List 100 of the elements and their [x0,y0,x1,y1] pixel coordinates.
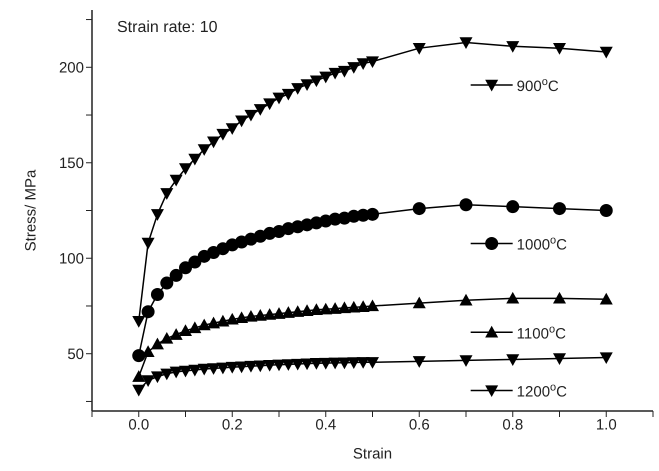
point [170,268,183,282]
point [412,42,426,55]
point [142,238,155,250]
point [188,256,202,269]
point [310,75,323,88]
point [198,364,211,376]
point [226,123,239,135]
point [272,92,286,104]
legend-label: 900$^{o}$C [516,76,559,96]
point [198,318,211,330]
point [328,68,342,80]
point [553,42,566,55]
point [356,357,370,369]
point [291,83,304,95]
point [366,208,379,221]
y-tick-label: 100 [58,250,84,268]
point [254,104,267,116]
point [207,316,220,328]
y-tick-label: 150 [58,155,84,172]
point [300,79,314,91]
x-tick-label: 0.8 [502,416,524,434]
point [366,56,379,68]
point [150,338,164,350]
point [179,163,192,175]
point [412,202,426,216]
point [600,352,613,364]
point [254,309,267,321]
point [460,37,472,49]
x-tick-label: 0.6 [408,416,430,434]
point [216,314,230,326]
point [282,306,295,318]
legend-label: 1100$^{o}$C [516,323,566,342]
point [235,116,248,128]
point [226,362,239,374]
point [254,360,267,372]
point [600,204,613,217]
x-tick-label: 1.0 [596,416,617,434]
point [460,355,472,367]
x-tick-label: 0.2 [222,416,243,434]
point [263,98,276,110]
point [553,202,566,216]
point [356,58,370,70]
point [282,359,295,371]
point [412,356,426,368]
point [600,292,613,304]
y-tick-label: 200 [58,60,84,77]
point [553,353,566,365]
point [160,332,174,344]
point [319,72,332,84]
point [319,302,332,314]
point [235,362,248,374]
point [600,46,613,59]
point [300,304,314,316]
point [338,66,351,78]
point [132,370,146,382]
point [150,371,164,384]
point [412,296,426,308]
legend-label: 1000$^{o}$C [516,234,568,254]
point [160,188,174,200]
point [366,299,379,312]
x-axis-title: Strain [352,446,392,463]
x-tick-label: 0.0 [128,416,150,434]
point [272,307,286,319]
point [188,364,202,376]
point [142,375,155,387]
point [347,300,360,313]
point [506,354,520,366]
point [319,358,332,370]
point [460,294,472,306]
legend-label: 1200$^{o}$C [516,382,568,401]
point [347,357,360,369]
point [132,384,146,396]
point [300,358,314,370]
x-tick-label: 0.4 [315,416,336,434]
point [506,41,520,53]
point [460,198,472,212]
point [338,357,351,370]
point [291,358,304,371]
point [226,312,239,325]
point [347,62,360,74]
point [132,316,146,328]
point [188,154,202,166]
point [170,174,183,186]
point [179,366,192,378]
point [160,368,174,380]
y-axis-title: Stress/ MPa [22,169,40,252]
point [506,292,520,304]
point [198,144,211,156]
point [263,360,276,372]
point [338,301,351,314]
point [244,310,258,322]
point [160,276,174,290]
point [310,303,323,315]
point [216,128,230,141]
annotation: Strain rate: 10 [117,19,218,36]
point [282,88,295,101]
point [244,360,258,373]
point [506,200,520,214]
point [356,300,370,312]
point [328,302,342,314]
